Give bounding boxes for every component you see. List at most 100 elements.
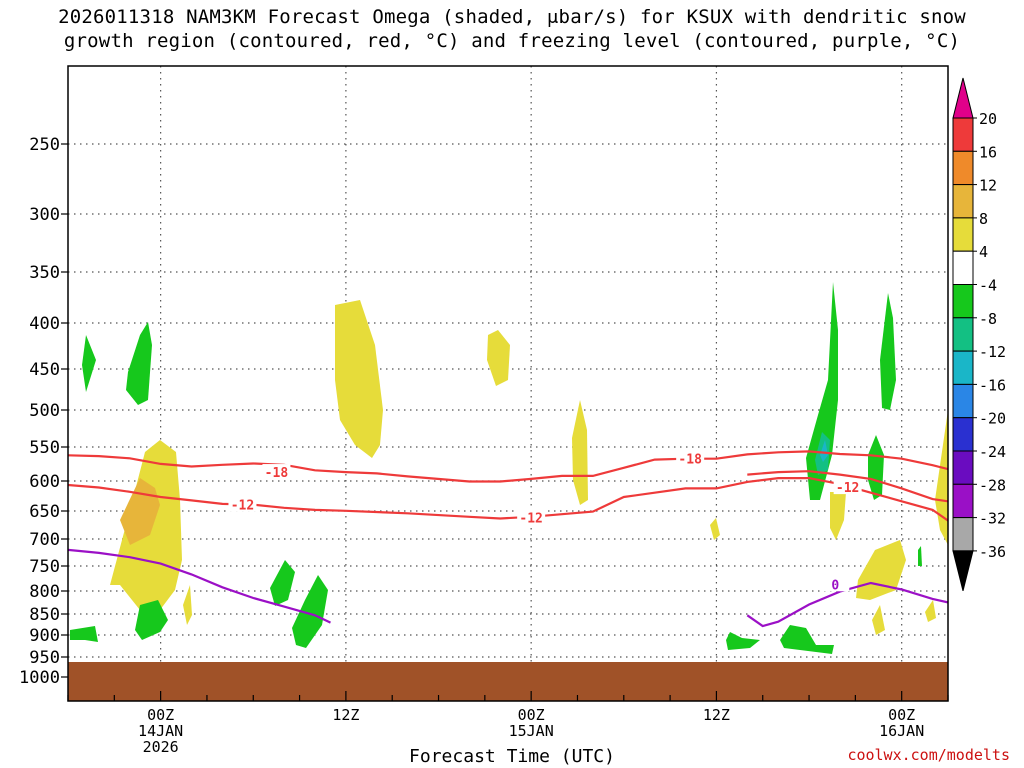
x-tick-label: 00Z bbox=[518, 706, 545, 724]
contour-line-1 bbox=[68, 477, 948, 522]
sink-region-5 bbox=[270, 560, 295, 606]
y-tick-label-550: 550 bbox=[29, 438, 60, 458]
sink-region-4 bbox=[70, 626, 98, 642]
colorbar-swatch-6 bbox=[952, 284, 974, 319]
plot-frame bbox=[67, 65, 949, 702]
y-tick-label-950: 950 bbox=[29, 648, 60, 668]
contour-label-0: -18 bbox=[265, 466, 289, 481]
x-tick-label: 12Z bbox=[703, 706, 730, 724]
y-tick-label-450: 450 bbox=[29, 360, 60, 380]
contour-label-bg bbox=[262, 464, 291, 480]
sink-region-3 bbox=[135, 600, 168, 640]
colorbar-label-12: -32 bbox=[979, 510, 1006, 528]
y-tick-label-1000: 1000 bbox=[19, 668, 60, 688]
y-tick-label-800: 800 bbox=[29, 582, 60, 602]
sink-region-11 bbox=[726, 632, 760, 650]
contour-label-bg bbox=[228, 496, 257, 512]
y-tick-label-300: 300 bbox=[29, 205, 60, 225]
colorbar-swatch-1 bbox=[952, 117, 974, 152]
x-tick-date: 14JAN bbox=[138, 722, 183, 740]
sink-region-7 bbox=[806, 282, 838, 500]
y-tick-label-400: 400 bbox=[29, 314, 60, 334]
y-tick-label-650: 650 bbox=[29, 502, 60, 522]
colorbar-label-2: 12 bbox=[979, 177, 997, 195]
lift-region-8 bbox=[830, 492, 846, 540]
contour-label-bg bbox=[833, 479, 862, 495]
colorbar-label-4: 4 bbox=[979, 243, 988, 261]
contour-label-bg bbox=[821, 576, 850, 592]
plot-area bbox=[68, 66, 948, 701]
colorbar-bottom-arrow bbox=[952, 550, 974, 592]
y-tick-label-700: 700 bbox=[29, 530, 60, 550]
contour-label-5: 0 bbox=[831, 578, 839, 593]
y-tick-label-600: 600 bbox=[29, 472, 60, 492]
contour-label-3: -18 bbox=[678, 453, 702, 468]
colorbar-swatch-9 bbox=[952, 383, 974, 419]
credit-text: coolwx.com/modelts bbox=[847, 746, 1010, 764]
contour-line-2 bbox=[747, 470, 948, 503]
colorbar-swatch-7 bbox=[952, 317, 974, 352]
colorbar-top-arrow bbox=[952, 77, 974, 119]
x-tick-label: 00Z bbox=[147, 706, 174, 724]
contour-line-4 bbox=[746, 581, 948, 628]
y-tick-label-500: 500 bbox=[29, 401, 60, 421]
contour-label-2: -12 bbox=[519, 512, 542, 527]
lift-region-6 bbox=[183, 585, 192, 625]
y-tick-label-850: 850 bbox=[29, 605, 60, 625]
lift-region-5 bbox=[572, 400, 588, 505]
lift-region-11 bbox=[925, 600, 936, 622]
contour-label-bg bbox=[517, 509, 546, 525]
lift-region-9 bbox=[856, 540, 906, 600]
y-axis: 2503003504004505005506006507007508008509… bbox=[19, 135, 68, 688]
sink-region-10 bbox=[780, 625, 834, 654]
y-tick-label-900: 900 bbox=[29, 626, 60, 646]
colorbar-swatch-11 bbox=[952, 450, 974, 485]
colorbar-label-11: -28 bbox=[979, 476, 1006, 494]
colorbar-swatch-3 bbox=[952, 184, 974, 219]
colorbar-label-10: -24 bbox=[979, 443, 1006, 461]
contour-labels: -18 -12 -12 -18 -12 0 bbox=[228, 450, 862, 593]
colorbar-label-8: -16 bbox=[979, 376, 1006, 394]
contour-line-3 bbox=[68, 548, 331, 624]
omega-shading bbox=[70, 282, 948, 654]
x-tick-year: 2026 bbox=[143, 738, 179, 756]
sink-region-6 bbox=[292, 575, 328, 648]
y-tick-label-250: 250 bbox=[29, 135, 60, 155]
sink-region-9 bbox=[880, 293, 896, 410]
lift-region-12 bbox=[935, 410, 948, 545]
lift-region-3 bbox=[335, 300, 383, 458]
colorbar-swatch-8 bbox=[952, 350, 974, 385]
colorbar: 20 16 12 8 4 -4 -8 -12 -16 -20 -24 -28 -32 -36 bbox=[952, 77, 1006, 592]
chart-title-line-1: 2026011318 NAM3KM Forecast Omega (shaded… bbox=[58, 6, 966, 28]
sink-region-13 bbox=[820, 440, 828, 462]
colorbar-swatch-5 bbox=[952, 250, 974, 285]
x-tick-date: 15JAN bbox=[509, 722, 554, 740]
ground bbox=[68, 662, 948, 701]
x-tick-date: 16JAN bbox=[879, 722, 924, 740]
colorbar-label-7: -12 bbox=[979, 343, 1006, 361]
colorbar-swatch-10 bbox=[952, 417, 974, 452]
colorbar-label-13: -36 bbox=[979, 543, 1006, 561]
colorbar-label-3: 8 bbox=[979, 210, 988, 228]
x-tick-label: 12Z bbox=[332, 706, 359, 724]
chart-title-line-2: growth region (contoured, red, °C) and f… bbox=[63, 30, 961, 52]
lift-region-7 bbox=[710, 518, 720, 540]
colorbar-label-5: -4 bbox=[979, 277, 997, 295]
sink-region-1 bbox=[82, 335, 96, 392]
y-tick-label-750: 750 bbox=[29, 557, 60, 577]
x-axis-title: Forecast Time (UTC) bbox=[409, 746, 615, 767]
contours bbox=[68, 450, 948, 628]
colorbar-label-6: -8 bbox=[979, 310, 997, 328]
colorbar-label-9: -20 bbox=[979, 410, 1006, 428]
y-tick-label-350: 350 bbox=[29, 263, 60, 283]
colorbar-label-0: 20 bbox=[979, 110, 997, 128]
contour-label-4: -12 bbox=[836, 481, 859, 496]
contour-line-0 bbox=[68, 450, 948, 483]
sink-region-2 bbox=[126, 322, 152, 405]
lift-region-10 bbox=[872, 605, 885, 635]
colorbar-swatch-4 bbox=[952, 217, 974, 252]
colorbar-swatch-13 bbox=[952, 517, 974, 552]
lift-region-4 bbox=[487, 330, 510, 386]
